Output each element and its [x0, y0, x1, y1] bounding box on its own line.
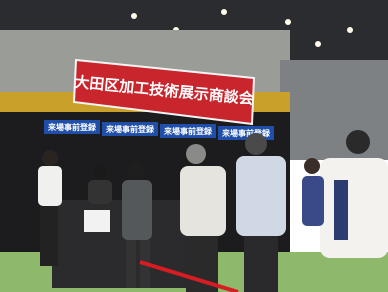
registration-sign-text: 来場事前登録 [163, 126, 213, 136]
back-wall [280, 60, 388, 160]
counter-poster [84, 210, 110, 232]
photo-scene: 大田区加工技術展示商談会 来場事前登録来場事前登録来場事前登録来場事前登録 [0, 0, 388, 292]
registration-sign-text: 来場事前登録 [105, 124, 155, 134]
registration-sign-text: 来場事前登録 [47, 122, 97, 132]
